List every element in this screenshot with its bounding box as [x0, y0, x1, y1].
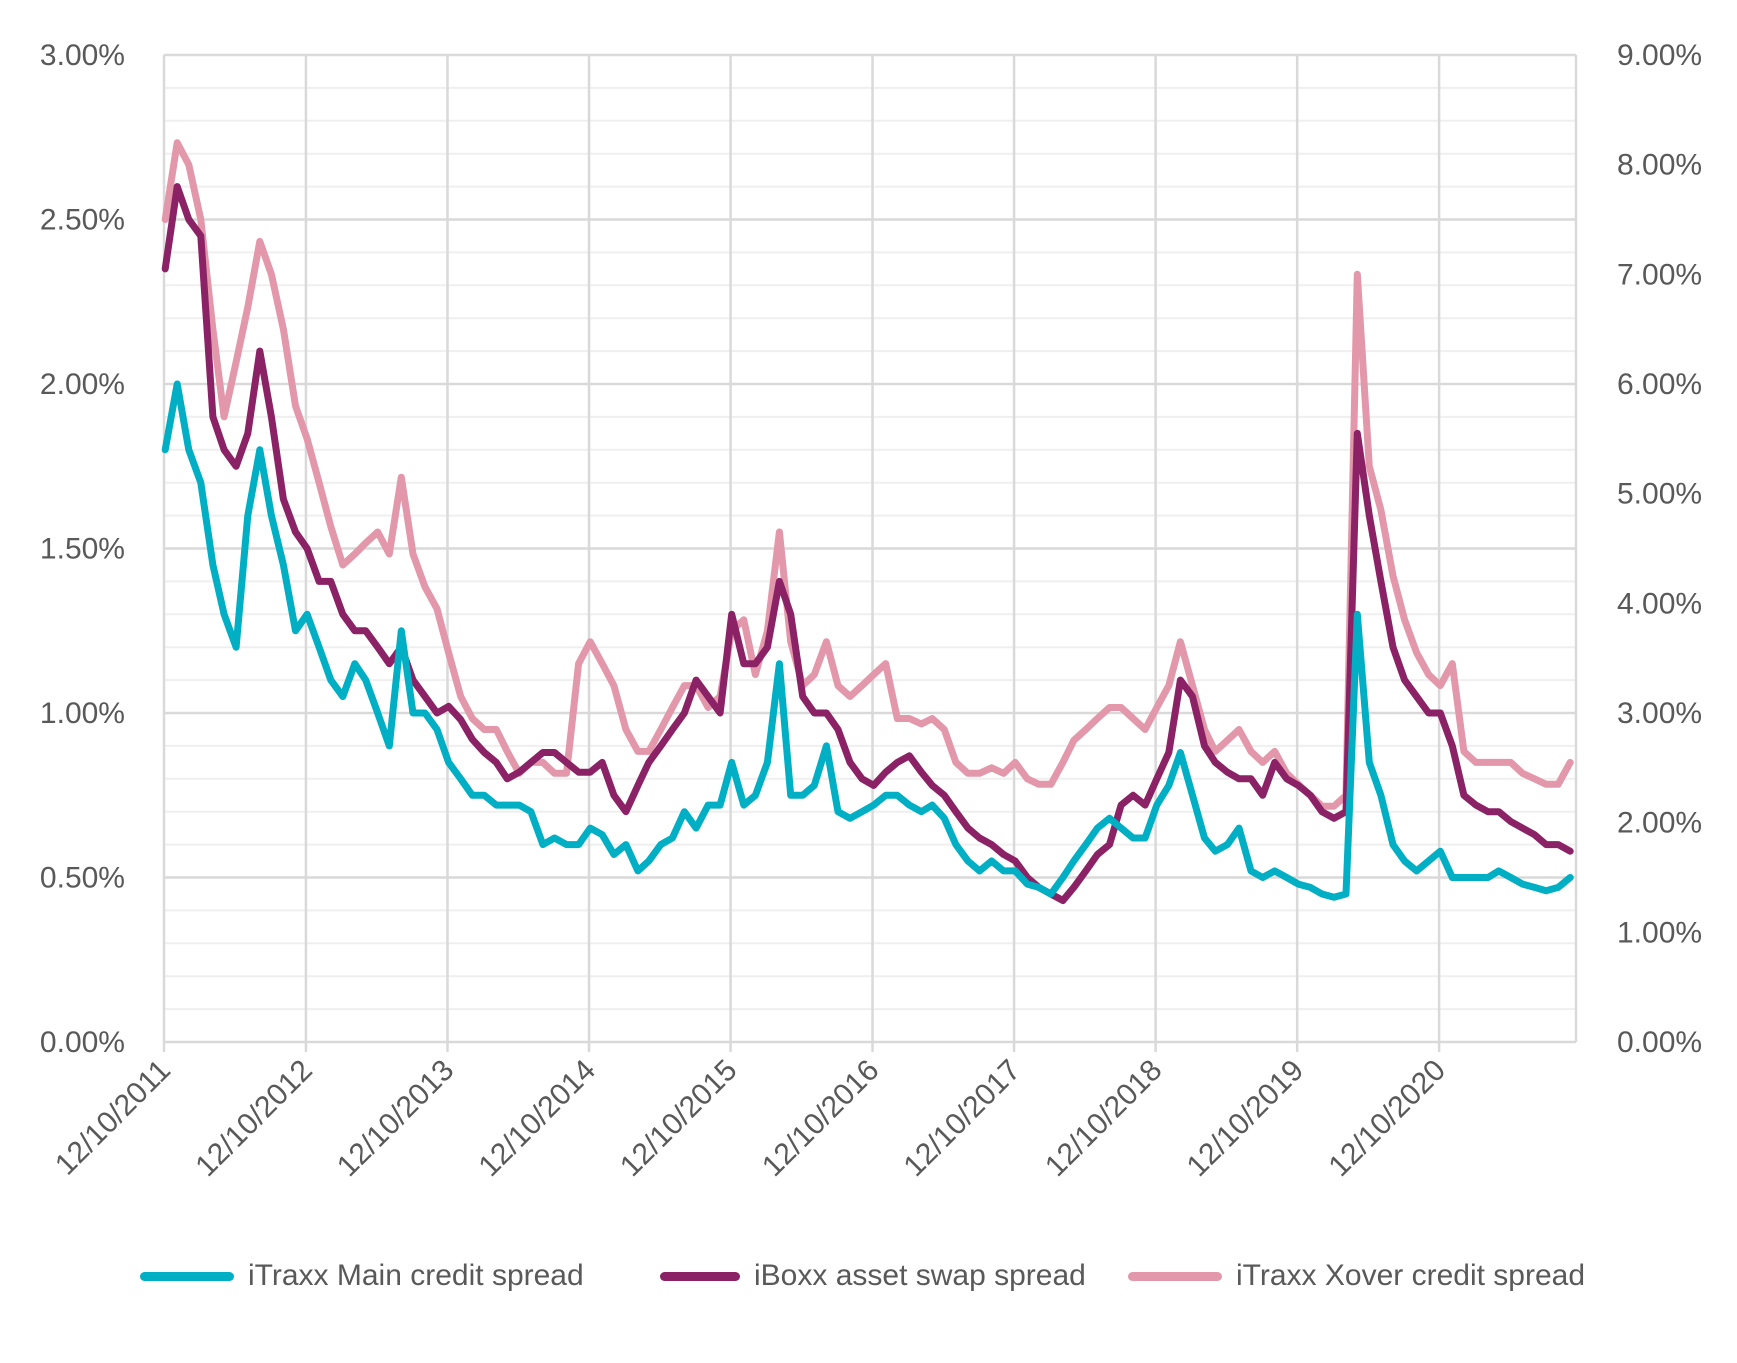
left-y-tick-label: 1.50%	[40, 533, 125, 566]
series-line-itraxx-main-credit-spread	[161, 380, 1574, 901]
x-axis: 12/10/2011 12/10/2012 12/10/2013 12/10/2014…	[49, 1054, 1452, 1184]
legend-label: iTraxx Xover credit spread	[1236, 1259, 1586, 1292]
left-y-tick-label: 0.50%	[40, 862, 125, 895]
series-line-itraxx-xover-credit-spread	[161, 139, 1574, 810]
legend-item-iboxx: iBoxx asset swap spread	[660, 1254, 1086, 1298]
x-tick-label: 12/10/2019	[1181, 1054, 1311, 1184]
series-lines	[161, 139, 1574, 904]
x-tick-label: 12/10/2020	[1323, 1054, 1453, 1184]
gridlines	[162, 53, 1578, 1052]
right-y-axis: 0.00% 1.00% 2.00% 3.00% 4.00% 5.00% 6.00% 7.00%…	[1617, 39, 1702, 1059]
left-y-tick-label: 1.00%	[40, 697, 125, 730]
left-y-tick-label: 0.00%	[40, 1026, 125, 1059]
x-tick-label: 12/10/2014	[472, 1054, 602, 1184]
right-y-tick-label: 3.00%	[1617, 697, 1702, 730]
left-y-tick-label: 2.50%	[40, 204, 125, 237]
legend-item-itraxx-main: iTraxx Main credit spread	[140, 1254, 584, 1298]
legend: iTraxx Main credit spread iBoxx asset sw…	[0, 1254, 1737, 1298]
right-y-tick-label: 8.00%	[1617, 149, 1702, 182]
left-y-axis: 0.00% 0.50% 1.00% 1.50% 2.00% 2.50% 3.00%	[40, 39, 125, 1059]
right-y-tick-label: 5.00%	[1617, 478, 1702, 511]
left-y-tick-label: 2.00%	[40, 368, 125, 401]
x-tick-label: 12/10/2015	[614, 1054, 744, 1184]
left-y-tick-label: 3.00%	[40, 39, 125, 72]
right-y-tick-label: 0.00%	[1617, 1026, 1702, 1059]
legend-swatch	[660, 1271, 740, 1281]
legend-swatch	[1128, 1271, 1222, 1281]
x-tick-label: 12/10/2011	[49, 1054, 177, 1182]
x-tick-label: 12/10/2013	[331, 1054, 461, 1184]
legend-label: iTraxx Main credit spread	[248, 1259, 584, 1292]
x-tick-label: 12/10/2012	[189, 1054, 319, 1184]
right-y-tick-label: 6.00%	[1617, 368, 1702, 401]
legend-swatch	[140, 1271, 234, 1281]
legend-item-itraxx-xover: iTraxx Xover credit spread	[1128, 1254, 1585, 1298]
x-tick-label: 12/10/2018	[1039, 1054, 1169, 1184]
right-y-tick-label: 2.00%	[1617, 807, 1702, 840]
right-y-tick-label: 4.00%	[1617, 587, 1702, 620]
right-y-tick-label: 7.00%	[1617, 258, 1702, 291]
right-y-tick-label: 1.00%	[1617, 916, 1702, 949]
x-tick-label: 12/10/2016	[756, 1054, 886, 1184]
x-tick-label: 12/10/2017	[898, 1054, 1028, 1184]
legend-label: iBoxx asset swap spread	[754, 1259, 1086, 1292]
right-y-tick-label: 9.00%	[1617, 39, 1702, 72]
